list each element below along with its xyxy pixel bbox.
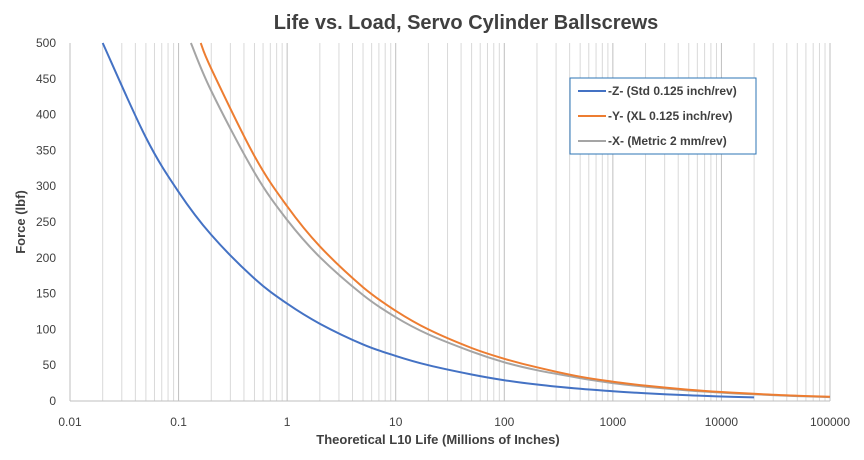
chart-title: Life vs. Load, Servo Cylinder Ballscrews xyxy=(274,12,659,34)
legend-label: -Z- (Std 0.125 inch/rev) xyxy=(608,84,737,98)
axis-layer: 0.01 0.1 1 10 100 1000 10000 100000 0 50 100 150 200… xyxy=(36,36,850,429)
legend: -Z- (Std 0.125 inch/rev) -Y- (XL 0.125 in… xyxy=(569,77,757,155)
series-layer xyxy=(101,42,831,399)
y-tick-label: 0 xyxy=(49,394,56,408)
series-line-1 xyxy=(199,42,831,398)
y-tick-label: 150 xyxy=(36,287,56,301)
x-tick-label: 10000 xyxy=(705,415,739,429)
grid-layer xyxy=(69,43,831,401)
x-tick-label: 1 xyxy=(284,415,291,429)
legend-items: -Z- (Std 0.125 inch/rev) -Y- (XL 0.125 in… xyxy=(578,84,737,148)
y-tick-label: 100 xyxy=(36,322,56,336)
legend-label: -Y- (XL 0.125 inch/rev) xyxy=(608,109,733,123)
x-tick-label: 100000 xyxy=(810,415,850,429)
y-axis-title: Force (lbf) xyxy=(13,190,28,254)
y-tick-label: 400 xyxy=(36,108,56,122)
x-tick-label: 10 xyxy=(389,415,403,429)
y-tick-label: 200 xyxy=(36,251,56,265)
x-tick-label: 0.01 xyxy=(58,415,82,429)
y-tick-label: 350 xyxy=(36,143,56,157)
y-tick-label: 250 xyxy=(36,215,56,229)
legend-label: -X- (Metric 2 mm/rev) xyxy=(608,134,727,148)
series-line-0 xyxy=(101,42,755,399)
y-tick-label: 300 xyxy=(36,179,56,193)
x-axis-title: Theoretical L10 Life (Millions of Inches… xyxy=(316,432,559,447)
y-tick-label: 50 xyxy=(43,358,57,372)
x-tick-label: 1000 xyxy=(600,415,627,429)
y-tick-label: 500 xyxy=(36,36,56,50)
y-tick-label: 450 xyxy=(36,72,56,86)
x-tick-label: 0.1 xyxy=(170,415,187,429)
x-tick-label: 100 xyxy=(494,415,514,429)
